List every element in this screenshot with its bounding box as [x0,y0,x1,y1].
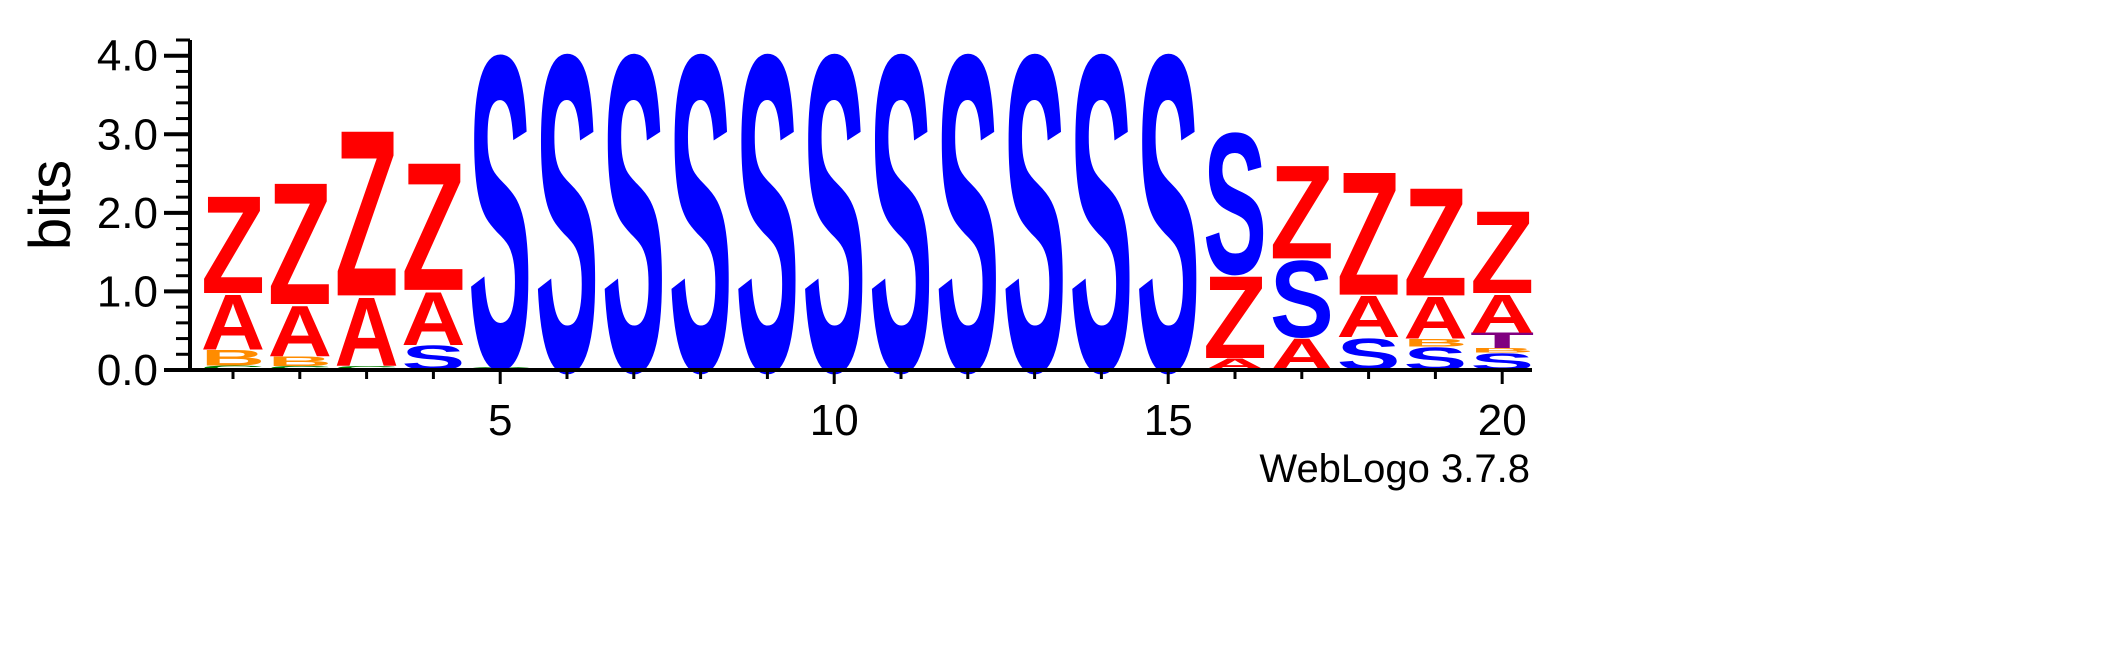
stack-position-17: ASZ [1270,137,1334,380]
logo-letter-z: Z [1337,134,1401,332]
x-tick-label: 15 [1144,396,1193,445]
logo-letter-s: S [1003,0,1067,467]
y-tick-label: 0.0 [97,346,158,395]
stack-position-14: S [1070,0,1134,467]
logo-letter-c: C [201,364,265,371]
stack-position-5: CS [468,0,532,462]
stack-position-9: S [736,0,800,467]
stack-position-12: S [936,0,1000,467]
logo-letter-a: A [1403,285,1467,352]
letter-stacks: CBAZCBAZCAZSAZCSSSSSSSSSSSAZSASZSAZSBAZS… [201,0,1534,467]
stack-position-4: SAZ [401,124,465,378]
logo-letter-s: S [1070,0,1134,467]
logo-letter-s: S [468,0,532,462]
y-axis-title: bits [18,160,83,250]
stack-position-16: AZS [1203,92,1267,384]
logo-letter-z: Z [201,167,265,323]
logo-letter-a: A [1470,283,1534,344]
y-tick-label: 2.0 [97,189,158,238]
stack-position-7: S [602,0,666,467]
logo-letter-s: S [869,0,933,467]
logo-letter-s: S [1136,0,1200,467]
logo-letter-z: Z [1270,137,1334,287]
axes [188,40,1532,372]
y-tick-label: 3.0 [97,110,158,159]
logo-letter-z: Z [401,124,465,329]
logo-letter-s: S [802,0,866,467]
stack-position-3: CAZ [334,81,398,387]
logo-letter-s: S [736,0,800,467]
stack-position-6: S [535,0,599,467]
y-axis-ticks: 0.0 1.0 2.0 3.0 4.0 [97,32,190,395]
x-tick-label: 10 [810,396,859,445]
stack-position-15: S [1136,0,1200,467]
logo-letter-b: B [201,345,265,370]
stack-position-10: S [802,0,866,467]
logo-letter-t: T [1470,328,1534,352]
stack-position-18: SAZ [1336,134,1400,380]
logo-letter-a: A [1336,284,1400,350]
logo-letter-s: S [1270,238,1334,360]
logo-letter-b: B [1403,337,1467,349]
stack-position-13: S [1003,0,1067,467]
logo-letter-a: A [201,278,265,366]
x-tick-label: 5 [488,396,512,445]
x-axis-ticks: 5 10 15 20 [231,370,1527,445]
x-tick-label: 20 [1478,396,1527,445]
logo-letter-a: A [401,276,465,362]
stack-position-8: S [669,0,733,467]
logo-letter-z: Z [1403,156,1467,329]
stack-position-11: S [869,0,933,467]
weblogo-version-label: WebLogo 3.7.8 [1259,447,1530,491]
logo-letter-z: Z [1203,252,1267,384]
logo-letter-z: Z [1470,186,1534,318]
logo-letter-b: B [268,353,332,369]
logo-letter-s: S [936,0,1000,467]
logo-letter-s: S [602,0,666,467]
y-tick-label: 1.0 [97,267,158,316]
y-tick-label: 4.0 [97,32,158,81]
logo-letter-z: Z [335,81,399,346]
logo-letter-s: S [1203,92,1267,317]
logo-letter-a: A [268,292,332,372]
logo-letter-s: S [535,0,599,467]
logo-letter-s: S [669,0,733,467]
logo-letter-z: Z [268,146,332,341]
logo-letter-b: B [1470,347,1534,354]
